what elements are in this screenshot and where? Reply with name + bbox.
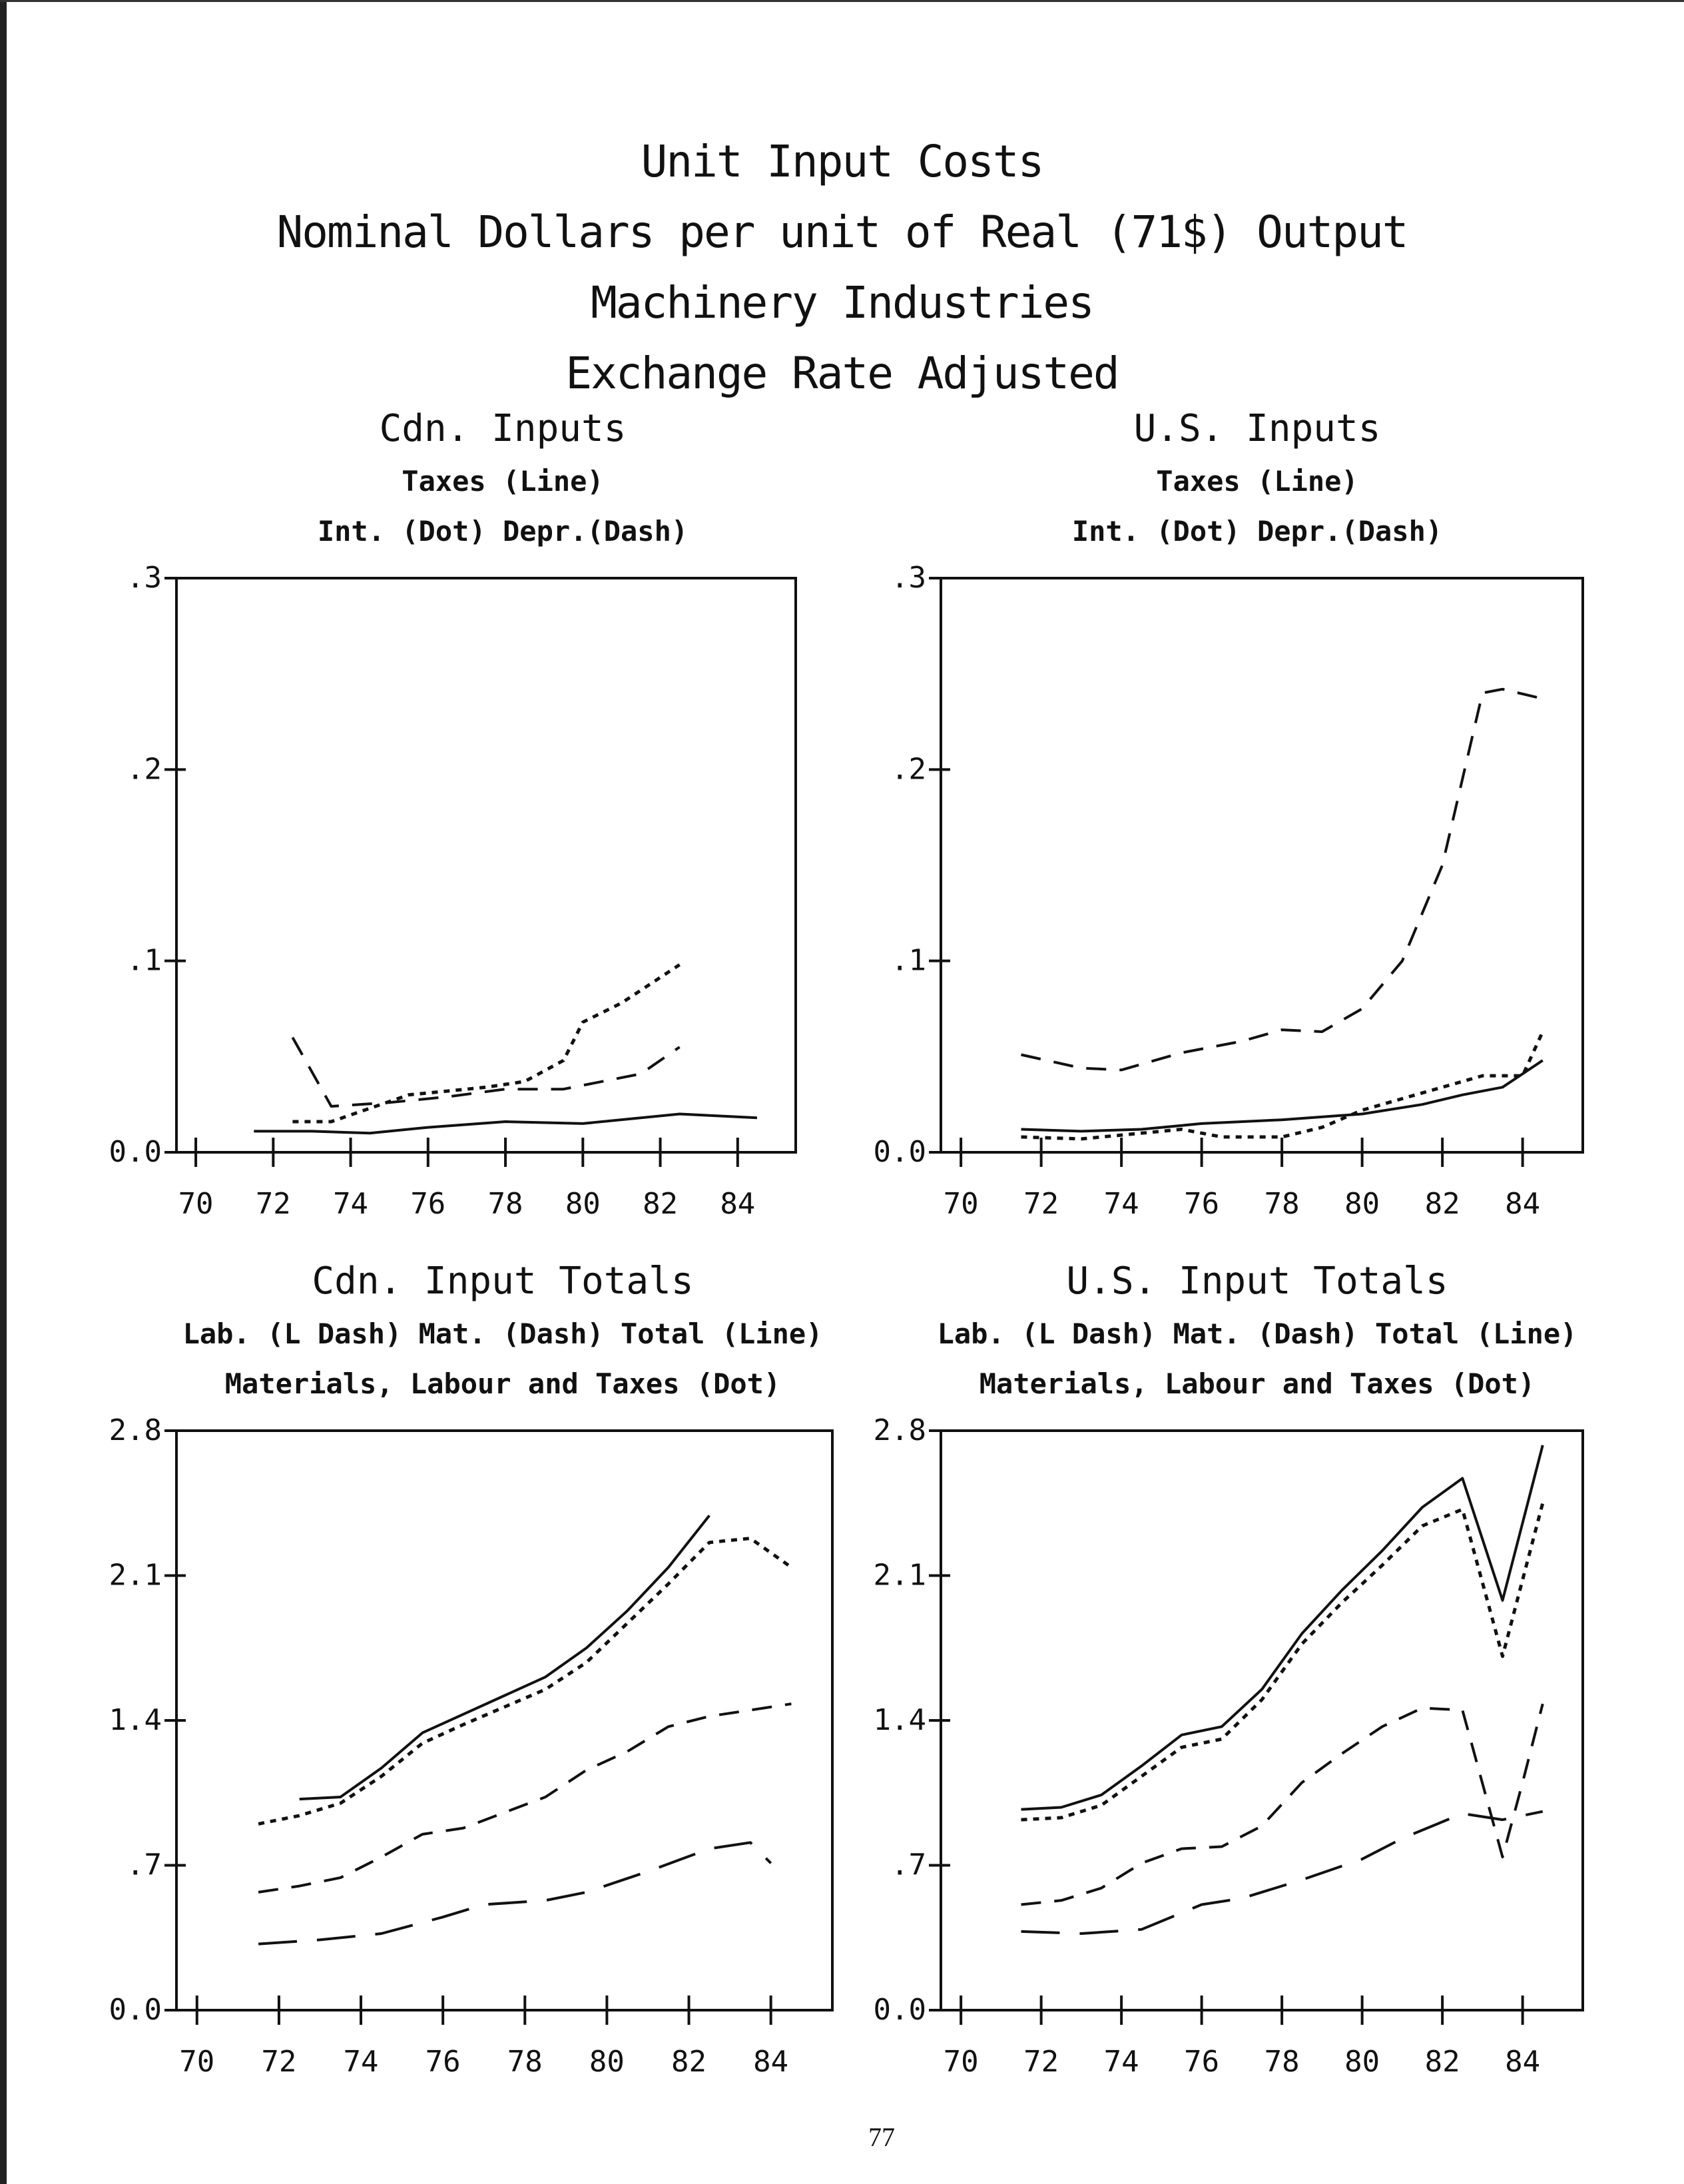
x-tick-label: 76 [425,2045,461,2079]
plot-frame [940,577,1584,1154]
series-line-total [1021,1445,1544,1811]
plot-frame [940,1429,1584,2011]
legend-line: Int. (Dot) Depr.(Dash) [318,515,688,547]
y-tick-label: 1.4 [109,1703,162,1737]
page-edge-bar [0,0,7,2184]
series-line-depr [291,1036,681,1108]
y-tick-label: 0.0 [874,1993,926,2027]
series-line-taxes [1021,1059,1544,1133]
x-tick-label: 74 [333,1187,368,1221]
series-line-depr [1021,687,1544,1072]
y-tick-label: 2.8 [874,1413,926,1447]
x-tick-label: 82 [671,2045,706,2079]
x-tick-label: 72 [1023,1187,1059,1221]
series-line-int [292,963,681,1124]
x-tick-label: 74 [1104,2045,1139,2079]
panel-title: U.S. Inputs [1134,407,1381,450]
y-tick-label: 0.0 [109,1993,162,2027]
x-tick-label: 78 [488,1187,523,1221]
series-line-lab [258,1841,772,1946]
y-tick-label: 1.4 [874,1703,926,1737]
series-line-mat [1021,1703,1544,1906]
y-tick-label: .1 [891,944,926,978]
y-tick-label: 2.1 [109,1559,162,1593]
panel-title: Cdn. Inputs [380,407,627,450]
x-tick-label: 80 [1344,2045,1380,2079]
x-tick-label: 80 [1344,1187,1380,1221]
x-tick-label: 82 [643,1187,678,1221]
y-tick-label: 0.0 [109,1135,162,1169]
figure-title-line-2: Nominal Dollars per unit of Real (71$) O… [276,206,1408,258]
x-tick-label: 76 [1184,2045,1219,2079]
figure-title-line-1: Unit Input Costs [641,136,1045,187]
panel-title: U.S. Input Totals [1066,1260,1448,1303]
legend-line: Taxes (Line) [402,465,603,498]
page-number: 77 [868,2122,895,2152]
x-tick-label: 74 [1104,1187,1139,1221]
series-line-int [1021,1030,1545,1141]
figure-title-line-4: Exchange Rate Adjusted [565,348,1119,399]
legend-line: Lab. (L Dash) Mat. (Dash) Total (Line) [183,1317,823,1350]
y-tick-label: .7 [127,1848,162,1882]
x-tick-label: 84 [1505,2045,1540,2079]
x-tick-label: 72 [1023,2045,1059,2079]
legend-line: Int. (Dot) Depr.(Dash) [1072,515,1442,547]
y-tick-label: 2.8 [109,1413,162,1447]
x-tick-label: 78 [507,2045,543,2079]
legend-line: Lab. (L Dash) Mat. (Dash) Total (Line) [938,1317,1577,1350]
x-tick-label: 82 [1425,2045,1460,2079]
x-tick-label: 80 [565,1187,601,1221]
y-tick-label: .1 [127,944,162,978]
y-tick-label: 2.1 [874,1559,926,1593]
x-tick-label: 76 [1184,1187,1219,1221]
y-tick-label: .3 [127,561,162,595]
chart-panel-4: U.S. Input Totals Lab. (L Dash) Mat. (Das… [874,1260,1584,2079]
x-tick-label: 70 [179,2045,214,2079]
page-top-line [0,0,1684,2]
y-tick-label: 0.0 [874,1135,926,1169]
x-tick-label: 70 [944,1187,979,1221]
figure-title-line-3: Machinery Industries [591,277,1095,328]
x-tick-label: 84 [753,2045,788,2079]
x-tick-label: 70 [178,1187,214,1221]
series-line-materials-labour-and-taxes [258,1537,792,1826]
y-tick-label: .7 [891,1848,926,1882]
y-tick-label: .2 [891,752,926,786]
legend-line: Materials, Labour and Taxes (Dot) [980,1367,1535,1400]
x-tick-label: 78 [1264,2045,1300,2079]
plot-frame [175,1429,834,2011]
figure-title-block: Unit Input Costs Nominal Dollars per uni… [0,127,1684,409]
series-line-mat [258,1702,792,1894]
series-line-taxes [254,1112,757,1135]
x-tick-label: 72 [256,1187,291,1221]
legend-line: Taxes (Line) [1156,465,1358,498]
series-line-materials-labour-and-taxes [1021,1503,1545,1822]
x-tick-label: 80 [589,2045,625,2079]
x-tick-label: 78 [1264,1187,1300,1221]
x-tick-label: 74 [344,2045,379,2079]
x-tick-label: 70 [944,2045,979,2079]
x-tick-label: 82 [1425,1187,1460,1221]
x-tick-label: 84 [720,1187,755,1221]
legend-line: Materials, Labour and Taxes (Dot) [225,1367,780,1400]
panel-title: Cdn. Input Totals [312,1260,693,1303]
x-tick-label: 84 [1505,1187,1540,1221]
plot-frame [175,577,797,1154]
chart-panel-1: Cdn. Inputs Taxes (Line) Int. (Dot) Depr.(… [109,407,797,1221]
series-line-lab [1021,1810,1544,1935]
y-tick-label: .2 [127,752,162,786]
y-tick-label: .3 [891,561,926,595]
x-tick-label: 76 [410,1187,445,1221]
series-line-total [299,1515,710,1801]
chart-panel-3: Cdn. Input Totals Lab. (L Dash) Mat. (Das… [109,1260,834,2079]
x-tick-label: 72 [261,2045,296,2079]
chart-panel-2: U.S. Inputs Taxes (Line) Int. (Dot) Depr.(… [874,407,1584,1221]
